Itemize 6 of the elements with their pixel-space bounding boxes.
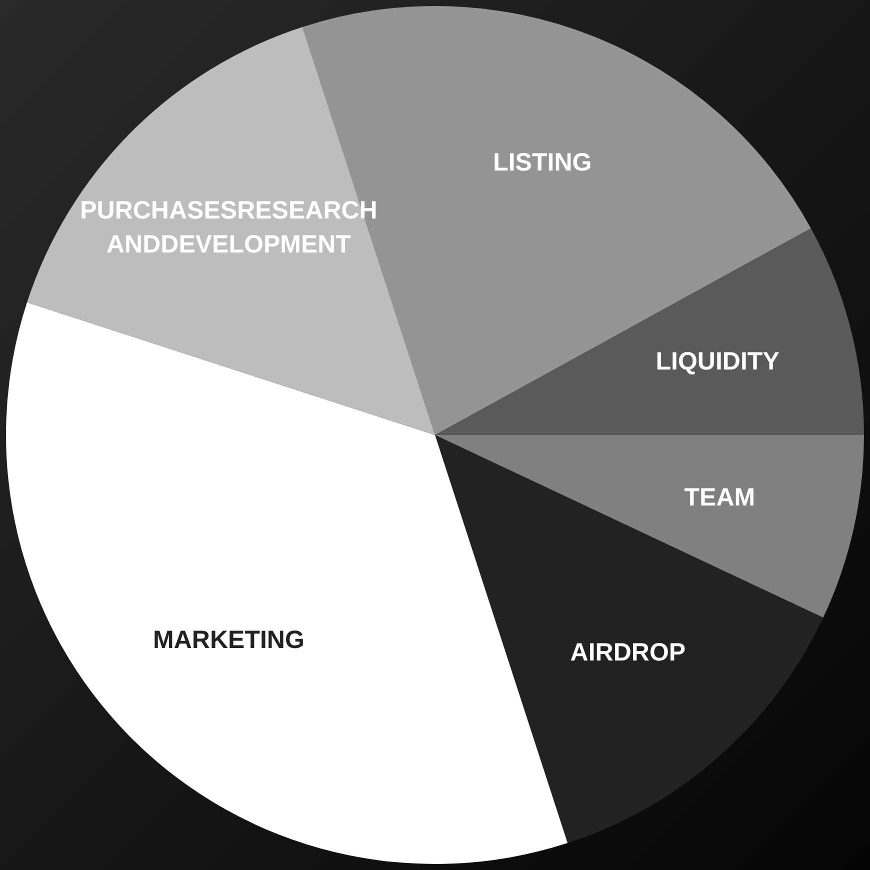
slice-label: MARKETING [153,626,304,654]
slice-label: AIRDROP [570,638,686,667]
slice-label: LISTING [493,148,592,177]
slice-label: LIQUIDITY [656,347,780,376]
slice-label: PURCHASESRESEARCH ANDDEVELOPMENT [80,196,378,259]
slice-label: TEAM [684,484,756,512]
